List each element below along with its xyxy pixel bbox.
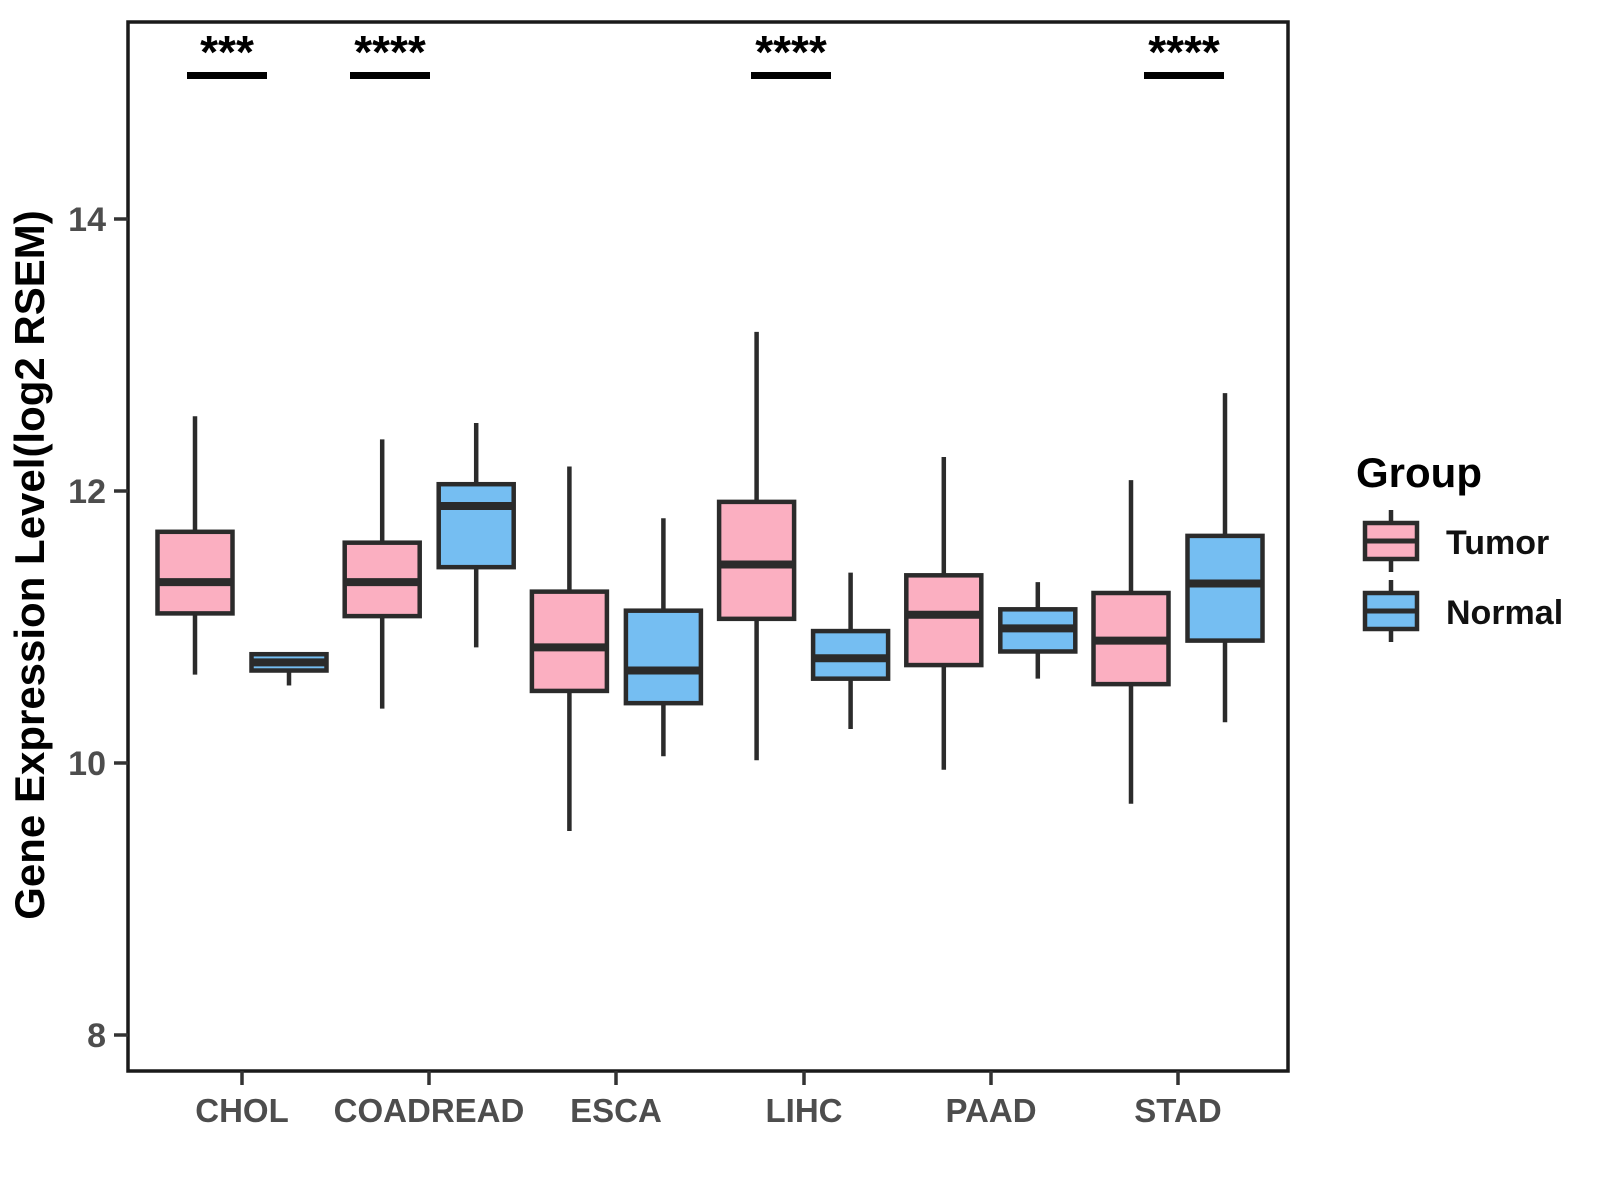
y-axis-ticks (114, 217, 128, 1037)
x-axis-labels: CHOL COADREAD ESCA LIHC PAAD STAD (195, 1092, 1221, 1129)
y-axis-title: Gene Expression Level(log2 RSEM) (6, 210, 53, 920)
significance-bar (751, 72, 831, 79)
x-axis-ticks (240, 1071, 1180, 1085)
panel-border (126, 20, 1290, 1073)
y-tick-label-14: 14 (68, 201, 106, 239)
box-paad-tumor (904, 573, 984, 668)
x-label-stad: STAD (1134, 1092, 1221, 1129)
significance-bar (350, 72, 430, 79)
y-axis-labels: 14 12 10 8 (68, 201, 106, 1055)
significance-stad: **** (1144, 26, 1224, 79)
box-esca-normal (623, 608, 704, 706)
x-label-esca: ESCA (570, 1092, 662, 1129)
y-tick-label-8: 8 (87, 1017, 106, 1055)
significance-bar (187, 72, 267, 79)
significance-stars: **** (354, 26, 426, 78)
legend-key-tumor: Tumor (1362, 510, 1549, 572)
box-lihc-tumor (716, 499, 797, 622)
box-chol-tumor (155, 529, 235, 616)
x-label-coadread: COADREAD (334, 1092, 525, 1129)
x-label-chol: CHOL (195, 1092, 289, 1129)
boxes-layer (155, 331, 1265, 831)
x-label-paad: PAAD (945, 1092, 1036, 1129)
significance-stars: *** (200, 26, 254, 78)
significance-stars: **** (755, 26, 827, 78)
box-esca-tumor (529, 589, 610, 694)
y-tick-label-10: 10 (68, 745, 106, 783)
significance-lihc: **** (751, 26, 831, 79)
legend: Group Tumor Normal (1356, 449, 1563, 642)
box-coadread-normal (436, 481, 516, 570)
x-label-lihc: LIHC (766, 1092, 843, 1129)
significance-chol: *** (187, 26, 267, 79)
significance-stars: **** (1148, 26, 1220, 78)
box-stad-normal (1185, 533, 1265, 643)
significance-annotations: *** **** **** **** (187, 26, 1224, 79)
legend-label-tumor: Tumor (1446, 524, 1549, 562)
legend-key-normal: Normal (1362, 580, 1563, 642)
legend-label-normal: Normal (1446, 594, 1563, 632)
legend-title: Group (1356, 449, 1482, 496)
significance-coadread: **** (350, 26, 430, 79)
significance-bar (1144, 72, 1224, 79)
y-tick-label-12: 12 (68, 473, 106, 511)
